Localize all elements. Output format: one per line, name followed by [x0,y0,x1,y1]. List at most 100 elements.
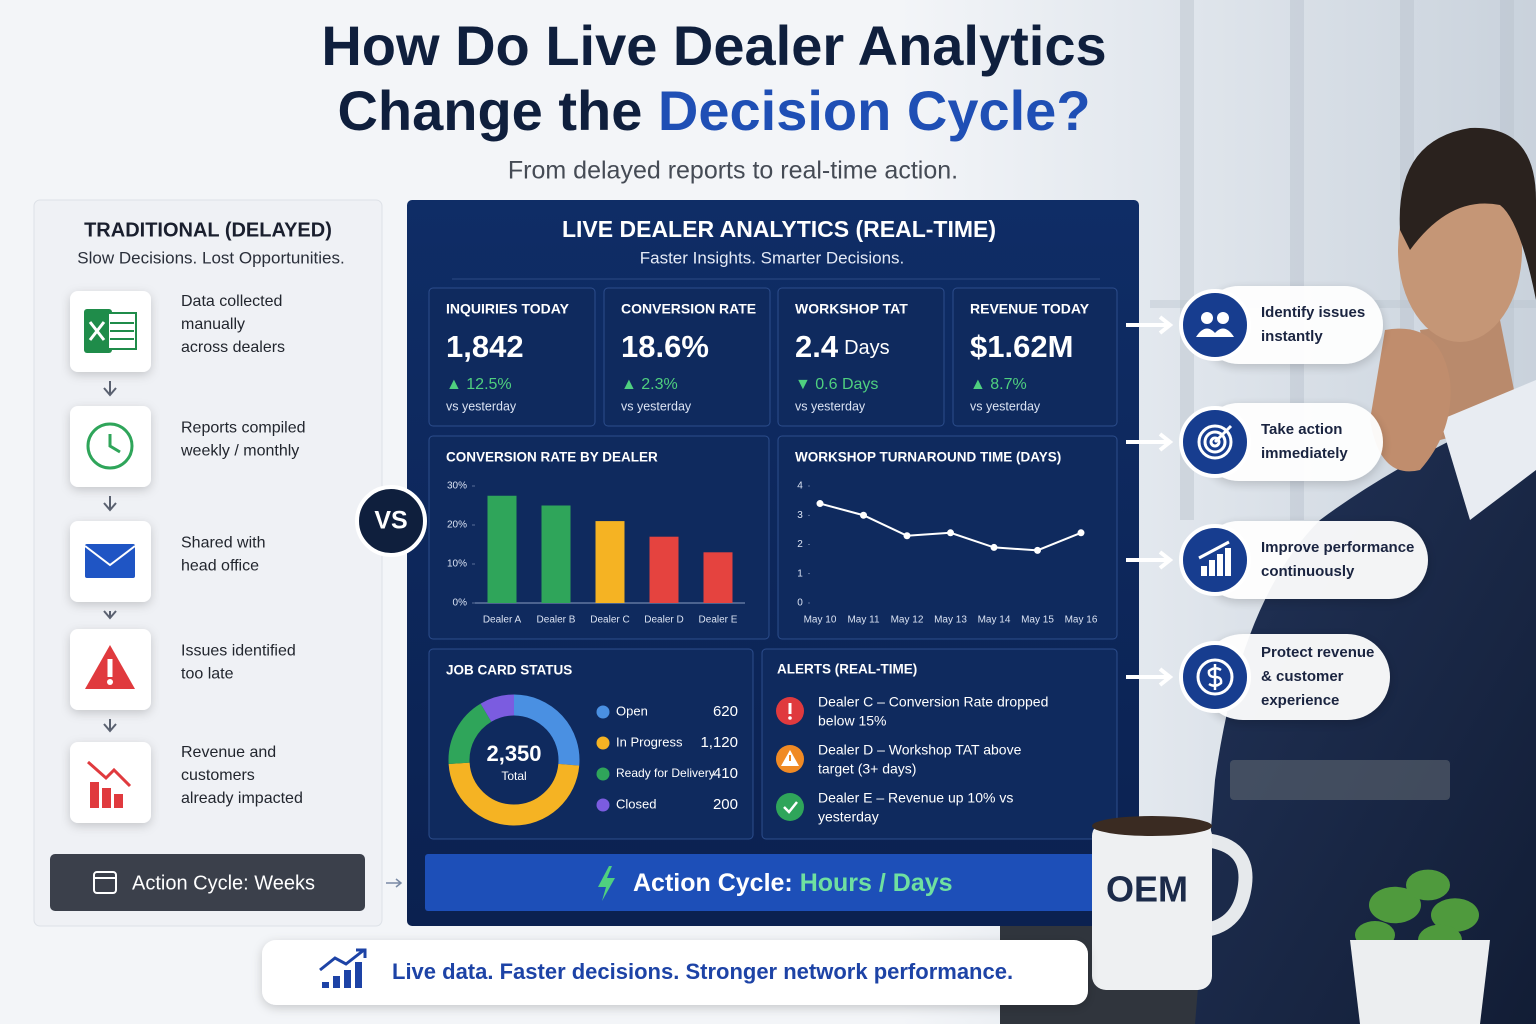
mail-flap [84,545,136,567]
step-text: too late [181,666,234,683]
chart-title: WORKSHOP TURNAROUND TIME (DAYS) [795,450,1061,465]
bar [595,521,625,603]
benefit-text: & customer [1261,668,1344,685]
target-ring [1203,430,1227,454]
benefit-text: continuously [1261,563,1355,580]
action-cycle: Action Cycle: Hours / Days [633,869,953,897]
legend-dot [596,736,610,750]
step-arrow [103,719,117,733]
line-point [1034,546,1041,554]
benefit-text: instantly [1261,328,1323,345]
people-body [1196,328,1218,337]
growth-bar [1217,554,1223,576]
kpi-value: 18.6% [621,329,709,364]
kpi-note: vs yesterday [795,399,866,413]
alert-mark [789,755,791,761]
y-tick-label: 2 [797,539,803,550]
plant-leaf [1431,898,1479,932]
alert-dot [788,716,792,720]
action-cycle: Action Cycle: Weeks [132,872,315,894]
kpi-change: ▲ 2.3% [621,376,678,393]
step-arrow [103,610,117,620]
benefit-text: Improve performance [1261,539,1414,556]
revenue-bar [102,788,111,808]
kpi-value: 2.4 Days [795,329,890,364]
title-highlight: Decision Cycle? [658,79,1091,142]
kpi-note: vs yesterday [446,399,517,413]
growth-arrow [1198,540,1230,560]
x-tick-label: Dealer C [590,615,629,626]
chart-title: JOB CARD STATUS [446,663,572,678]
y-tick-label: 3 [797,510,803,521]
mug-handle [1203,833,1253,937]
legend-value: 620 [713,703,738,720]
bar [703,552,733,603]
clock-hands [108,434,121,454]
target-ring [1209,436,1221,448]
footer-bar [355,962,362,988]
card [603,287,771,427]
kpi-value: 1,842 [446,329,524,364]
step-icon-box [70,742,151,823]
people-head [1201,312,1213,324]
kpi-note: vs yesterday [621,399,692,413]
title-line: Change the Decision Cycle? [337,79,1090,142]
alert-check [783,801,798,814]
step-text: head office [181,558,259,575]
x-tick-label: Dealer D [644,615,683,626]
kpi-label: WORKSHOP TAT [795,301,908,317]
x-tick-label: May 15 [1021,615,1054,626]
vs-text: VS [374,507,407,535]
line-point [860,511,867,519]
alert-text: Dealer D – Workshop TAT above [818,742,1022,758]
alert-text: below 15% [818,713,887,729]
step-text: Issues identified [181,643,296,660]
kpi-change: ▲ 12.5% [446,376,512,393]
benefit-arrow [1126,432,1174,452]
panel-title: TRADITIONAL (DELAYED) [84,219,332,241]
line-point [947,529,954,537]
line-point [1077,529,1085,537]
panel-subtitle: Slow Decisions. Lost Opportunities. [77,248,344,267]
card [777,435,1118,640]
kpi-value: $1.62M [970,329,1073,364]
donut-segment [448,762,580,826]
step-text: customers [181,767,255,784]
donut-segment [448,703,492,764]
step-text: Reports compiled [181,420,306,437]
footer-bar [344,970,351,988]
connector-arrow [386,878,403,888]
donut-segment [480,694,515,722]
subtitle: From delayed reports to real-time action… [508,157,958,185]
card [952,287,1118,427]
y-tick-label: 0% [453,598,468,609]
benefit-text: Take action [1261,421,1342,438]
growth-bar [1209,560,1215,576]
x-tick-label: Dealer A [483,615,522,626]
growth-bar [1201,566,1207,576]
footer-arrow [319,948,367,972]
alert-text: target (3+ days) [818,761,916,777]
plant-leaf [1406,869,1450,901]
target-ring [1197,424,1233,460]
legend-value: 410 [713,765,738,782]
title-text: Change the [337,79,657,142]
legend-dot [596,798,610,812]
y-tick-label: 10% [447,559,467,570]
card [428,287,596,427]
legend-dot [596,767,610,781]
alert-text: Dealer E – Revenue up 10% vs [818,790,1013,806]
people-body [1212,328,1234,337]
dashboard-subtitle: Faster Insights. Smarter Decisions. [640,248,905,267]
benefit-text: Protect revenue [1261,644,1374,661]
legend-value: 200 [713,796,738,813]
kpi-number: 1,842 [446,329,524,364]
revenue-bar [114,794,123,808]
benefit-text: immediately [1261,445,1348,462]
bar [541,505,571,603]
kpi-number: 2.4 [795,329,839,364]
benefit-icon [1179,289,1251,361]
step-text: across dealers [181,339,285,356]
y-tick-label: 1 [797,568,803,579]
x-tick-label: May 12 [891,615,924,626]
